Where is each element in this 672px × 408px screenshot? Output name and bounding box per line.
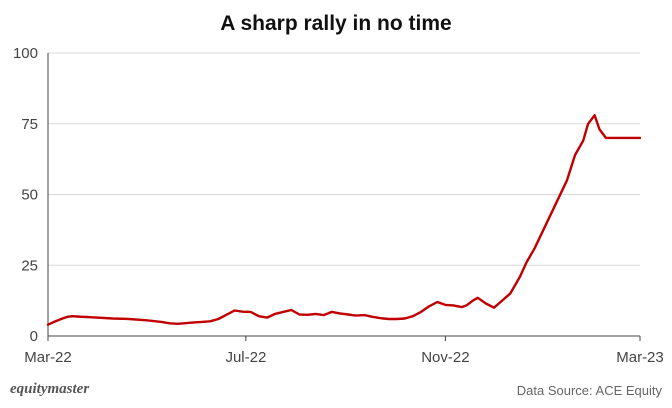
x-tick-label-mar-23: Mar-23 [616,349,664,366]
y-tick-label-100: 100 [13,45,38,62]
x-tick-label-mar-22: Mar-22 [24,349,72,366]
y-tick-label-25: 25 [21,257,38,274]
y-tick-label-0: 0 [30,328,38,345]
axes [47,53,641,341]
x-tick-label-nov-22: Nov-22 [421,349,469,366]
equitymaster-logo: equitymaster [10,381,90,397]
gridlines [48,52,640,266]
y-tick-label-75: 75 [21,116,38,133]
y-tick-label-50: 50 [21,187,38,204]
data-source-note: Data Source: ACE Equity [516,383,662,398]
series-layer [46,114,642,326]
series-line-price [46,114,642,326]
chart-title: A sharp rally in no time [220,12,452,35]
x-tick-label-jul-22: Jul-22 [225,349,266,366]
tick-labels: 0 25 50 75 100 Mar-22 Jul-22 Nov-22 Mar-23 [13,45,664,366]
